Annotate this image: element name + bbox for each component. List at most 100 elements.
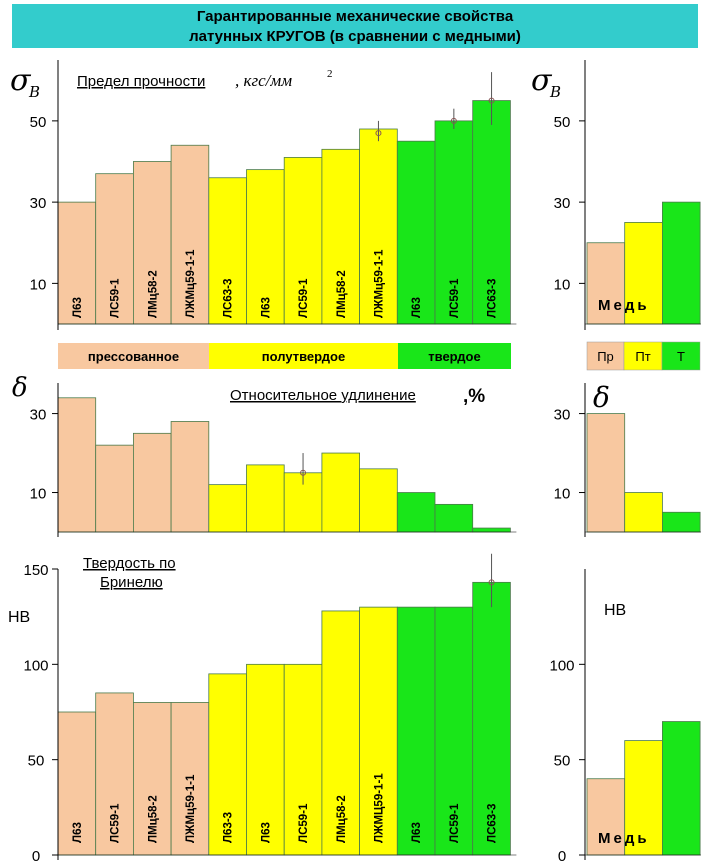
bar-hardness-brass-5	[246, 663, 285, 856]
bar-elongation-brass-3	[170, 421, 210, 533]
elongation-unit: ,%	[463, 386, 485, 407]
bar-label-strength-brass-1: ЛС59-1	[110, 278, 122, 318]
copper-legend-label-2: Т	[677, 349, 685, 364]
copper-note-strength-copper: Медь	[598, 297, 650, 314]
copper-note-hardness-copper: Медь	[598, 830, 650, 847]
bar-label-hardness-brass-2: ЛМц58-2	[147, 795, 159, 843]
bar-hardness-brass-9	[396, 606, 436, 856]
strength-unit-superscript: 2	[327, 68, 333, 80]
bar-label-strength-brass-8: ЛЖМц59-1-1	[373, 249, 385, 318]
axes-layer: 10 30 50 10 30 50 Медь 10 30 10 30 0 50 100 150 0 50 100 М…	[23, 60, 701, 865]
legend-label-2: твердое	[428, 349, 480, 364]
sigma-subscript-main: B	[28, 83, 40, 101]
elongation-title: Относительное удлинение	[230, 387, 416, 404]
bar-strength-copper-2	[662, 201, 701, 325]
bar-elongation-brass-5	[246, 464, 285, 533]
bar-label-strength-brass-0: Л63	[72, 297, 84, 318]
copper-legend-box-1	[623, 341, 663, 371]
bar-label-hardness-brass-0: Л63	[72, 822, 84, 843]
bar-label-strength-brass-5: Л63	[260, 297, 272, 318]
bar-elongation-brass-4	[208, 484, 247, 533]
bar-elongation-brass-7	[321, 452, 360, 533]
bar-strength-brass-7	[321, 148, 360, 325]
bar-strength-brass-11	[472, 100, 511, 325]
error-marker-hardness-brass-0	[488, 579, 495, 586]
bar-label-strength-brass-10: ЛС59-1	[449, 278, 461, 318]
ytick-label-strength-copper-0: 10	[554, 276, 571, 293]
hardness-title-line-2: Бринелю	[100, 574, 163, 591]
bar-label-strength-brass-3: ЛЖМц59-1-1	[185, 249, 197, 318]
bar-elongation-brass-11	[472, 527, 511, 533]
bar-label-hardness-brass-11: ЛС63-3	[487, 804, 499, 843]
bar-strength-brass-6	[283, 157, 323, 325]
bar-strength-brass-9	[396, 140, 436, 325]
legend-band-2	[398, 343, 511, 369]
bar-label-hardness-brass-8: ЛЖМЦ59-1-1	[373, 773, 385, 843]
bar-hardness-copper-0	[586, 778, 626, 856]
hardness-title-line-1: Твердость по	[83, 555, 176, 572]
delta-symbol-copper: δ	[593, 381, 610, 414]
bar-label-hardness-brass-9: Л63	[411, 822, 423, 843]
bar-label-strength-brass-11: ЛС63-3	[487, 279, 499, 318]
legend-band-0	[58, 343, 209, 369]
copper-legend-label-1: Пт	[635, 349, 650, 364]
bar-strength-brass-8	[359, 128, 398, 325]
bar-elongation-brass-0	[57, 397, 97, 533]
bar-label-strength-brass-2: ЛМц58-2	[147, 270, 159, 318]
chart-elongation-brass	[57, 397, 511, 533]
bar-elongation-brass-1	[95, 444, 134, 533]
bar-label-strength-brass-6: ЛС59-1	[298, 278, 310, 318]
legend-band-1	[209, 343, 398, 369]
ytick-label-hardness-brass-0: 0	[32, 848, 40, 865]
bars-layer: Л63 ЛС59-1 ЛМц58-2 ЛЖМц59-1-1 ЛС63-3 Л63 ЛС59-…	[57, 72, 701, 856]
bar-label-hardness-brass-5: Л63	[260, 822, 272, 843]
bar-strength-copper-0	[586, 242, 626, 325]
bar-label-hardness-brass-4: Л63-3	[223, 812, 235, 843]
bar-strength-brass-10	[434, 120, 474, 325]
copper-legend-label-0: Пр	[597, 349, 614, 364]
title-line-2: латунных КРУГОВ (в сравнении с медными)	[189, 28, 521, 45]
bar-hardness-brass-4	[208, 673, 247, 856]
bar-elongation-copper-2	[662, 511, 701, 533]
bar-hardness-brass-8	[359, 606, 398, 856]
hb-label-copper: НВ	[604, 602, 626, 619]
title-line-1: Гарантированные механические свойства	[196, 8, 514, 25]
bar-label-hardness-brass-3: ЛЖМц59-1-1	[185, 774, 197, 843]
ytick-label-hardness-brass-3: 150	[23, 562, 48, 579]
bar-elongation-copper-1	[624, 492, 663, 533]
title-banner: Гарантированные механические свойства ла…	[12, 4, 698, 48]
copper-legend-box-0	[586, 341, 625, 371]
ytick-label-hardness-copper-2: 100	[549, 657, 574, 674]
bar-strength-brass-5	[246, 169, 285, 325]
delta-symbol-main: δ	[12, 373, 28, 403]
error-marker-strength-brass-2	[488, 97, 495, 104]
chart-strength-brass: Л63 ЛС59-1 ЛМц58-2 ЛЖМц59-1-1 ЛС63-3 Л63 ЛС59-…	[57, 72, 511, 325]
bar-elongation-brass-8	[359, 468, 398, 533]
ytick-label-elongation-brass-0: 10	[30, 486, 47, 503]
bar-hardness-brass-2	[132, 702, 172, 856]
legend-layer: прессованное полутвердое твердое Пр Пт Т	[58, 341, 701, 371]
ytick-label-strength-brass-1: 30	[30, 195, 47, 212]
chart-strength-copper	[586, 201, 701, 325]
error-marker-strength-brass-0	[375, 130, 382, 137]
chart-hardness-copper	[586, 721, 701, 856]
legend-label-1: полутвердое	[262, 349, 345, 364]
sigma-subscript-copper: B	[549, 83, 561, 101]
sigma-symbol-main: σ	[10, 63, 32, 98]
bar-strength-brass-3	[170, 144, 210, 325]
bar-strength-copper-1	[624, 222, 663, 325]
chart-hardness-brass: Л63 ЛС59-1 ЛМц58-2 ЛЖМц59-1-1 Л63-3 Л63 ЛС59-1…	[57, 553, 511, 856]
error-marker-elongation-brass-0	[300, 469, 307, 476]
ytick-label-hardness-brass-1: 50	[28, 753, 45, 770]
bar-elongation-brass-10	[434, 503, 474, 533]
chart-elongation-copper	[586, 413, 701, 533]
bar-elongation-brass-2	[132, 432, 172, 533]
copper-legend-box-2	[661, 341, 701, 371]
ytick-label-strength-brass-2: 50	[30, 114, 47, 131]
hb-label-main: НВ	[8, 609, 30, 626]
error-marker-strength-brass-1	[450, 117, 457, 124]
bar-label-strength-brass-9: Л63	[411, 297, 423, 318]
ytick-label-hardness-brass-2: 100	[23, 657, 48, 674]
legend-label-0: прессованное	[88, 349, 179, 364]
bar-elongation-brass-9	[396, 492, 436, 533]
